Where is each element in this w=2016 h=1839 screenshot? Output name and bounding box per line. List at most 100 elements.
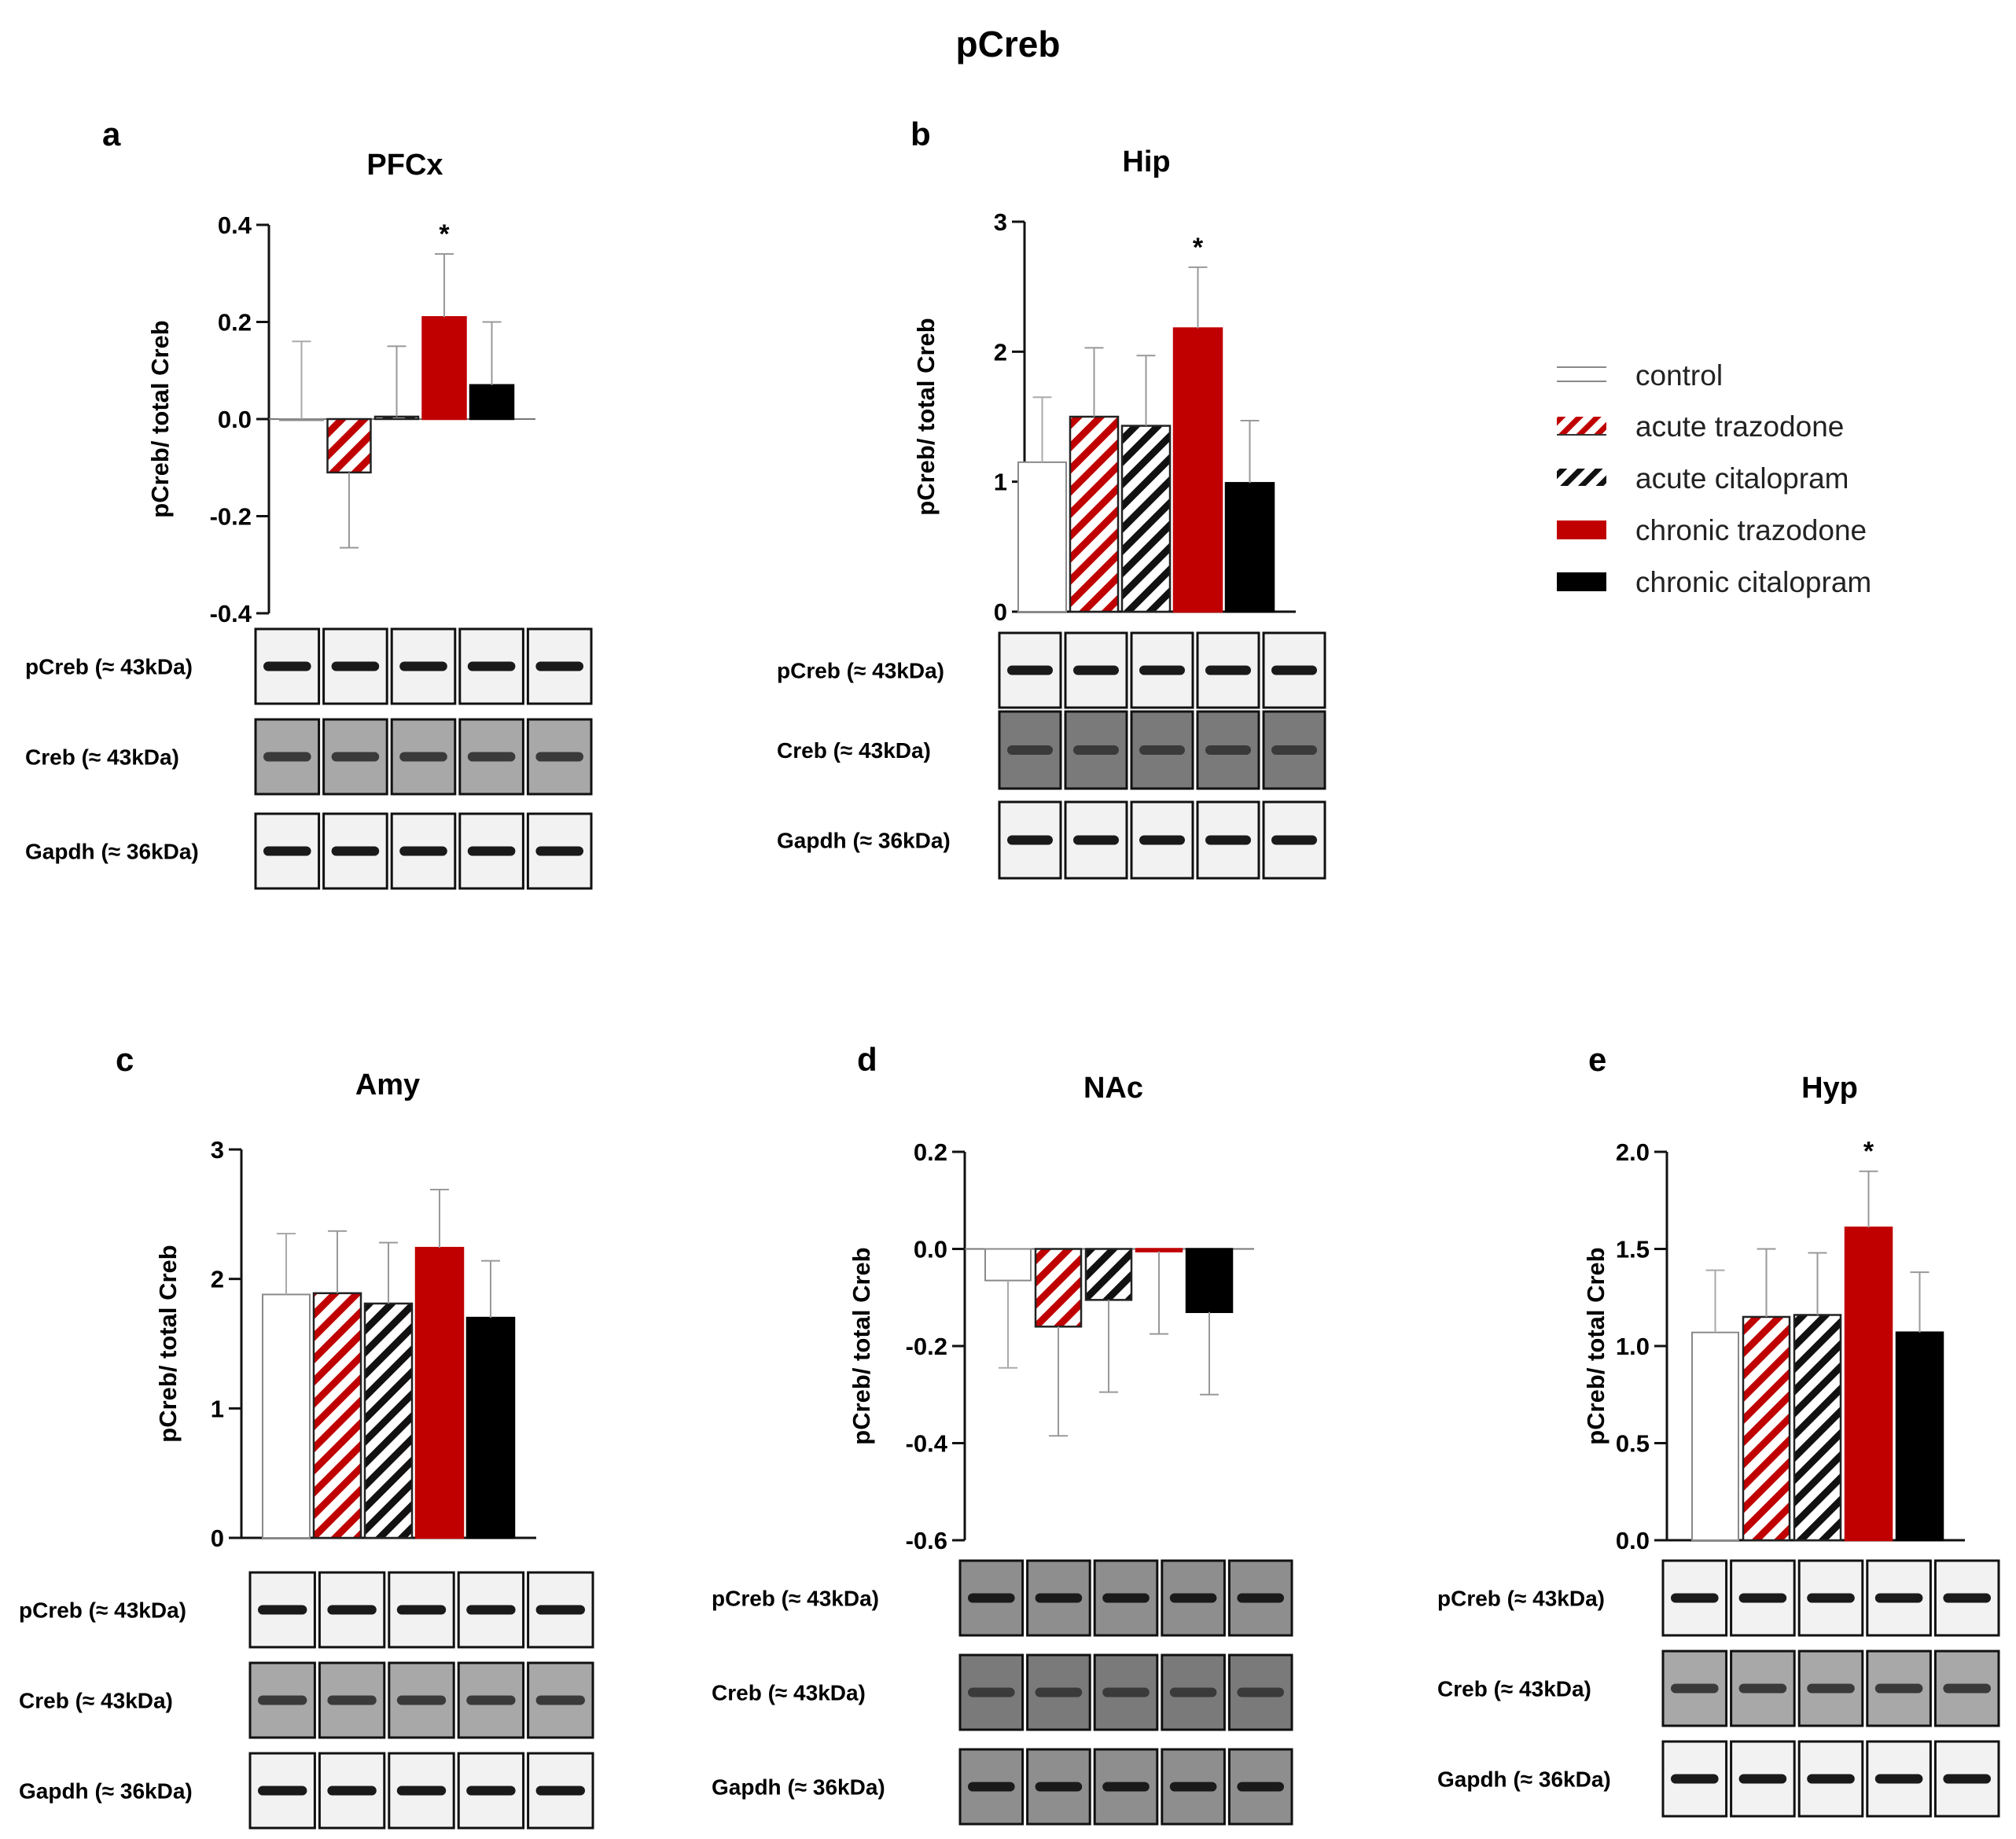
bar-control: [1691, 1331, 1739, 1541]
bar-acute-citalopram: [363, 1302, 414, 1539]
bar-chronic-citalopram: [469, 384, 515, 421]
blot-band: [1073, 835, 1119, 845]
blot-band: [535, 752, 583, 762]
blot-band: [399, 752, 447, 762]
y-tick-label: 1: [211, 1395, 224, 1422]
bar-chronic-trazodone: [1135, 1248, 1183, 1252]
blot-row: Creb (≈ 43kDa): [712, 1653, 1293, 1731]
bar-acute-citalopram: [1084, 1248, 1133, 1301]
blot-row: pCreb (≈ 43kDa): [712, 1559, 1293, 1637]
bar-acute-trazodone: [1069, 415, 1120, 613]
blot-band: [1874, 1593, 1923, 1603]
blot-band: [535, 1786, 585, 1796]
blot-band: [1271, 745, 1317, 755]
blot-label: Gapdh (≈ 36kDa): [777, 829, 951, 853]
panel-e: e Hyp 2.0 1.5 1.0 0.5 0.0 pCreb/ total Creb * pCr…: [1437, 1041, 2000, 1818]
y-axis-label: pCreb/ total Creb: [912, 318, 940, 515]
panel-c: c Amy 3 2 1 0 pCreb/ total Creb pCreb (≈ 43kDa)…: [19, 1041, 594, 1830]
bar-acute-citalopram: [1793, 1314, 1842, 1542]
legend-item-control: control: [1557, 359, 1723, 392]
y-tick-label: 1.5: [1616, 1236, 1650, 1263]
blot-band: [1237, 1782, 1284, 1792]
legend-swatch-acute-trazodone: [1557, 417, 1606, 434]
bar-chronic-trazodone: [1844, 1227, 1893, 1542]
legend-label-chronic-trazodone: chronic trazodone: [1635, 514, 1867, 546]
blot-band: [535, 1695, 585, 1705]
y-axis-label: pCreb/ total Creb: [848, 1247, 875, 1444]
blot-band: [1073, 665, 1119, 675]
legend-label-chronic-citalopram: chronic citalopram: [1635, 566, 1871, 598]
significance-mark: *: [1863, 1137, 1874, 1167]
y-tick-label: -0.2: [906, 1333, 947, 1360]
legend: control acute trazodone acute citalopram…: [1557, 359, 1871, 598]
bar-control: [279, 418, 324, 421]
bar-acute-trazodone: [1034, 1248, 1083, 1328]
bar-control: [262, 1293, 311, 1539]
blot-band: [1671, 1774, 1719, 1784]
bar-acute-trazodone: [312, 1292, 362, 1539]
y-tick-label: 0.0: [218, 406, 252, 433]
blot-row: Creb (≈ 43kDa): [25, 718, 593, 796]
panel-title: Amy: [355, 1068, 420, 1102]
blot-band: [396, 1605, 447, 1615]
blot-band: [1205, 745, 1251, 755]
blot-band: [1205, 835, 1251, 845]
legend-swatch-chronic-trazodone: [1557, 520, 1606, 539]
y-tick-label: 0.2: [914, 1138, 947, 1166]
blot-band: [258, 1605, 307, 1615]
blot-band: [1738, 1774, 1787, 1784]
y-tick-label: 0.4: [218, 211, 252, 239]
blot-band: [1169, 1782, 1217, 1792]
blot-band: [1169, 1593, 1217, 1603]
bar-acute-trazodone: [326, 417, 372, 474]
blot-band: [535, 1605, 585, 1615]
blot-label: Creb (≈ 43kDa): [19, 1689, 173, 1713]
blot-band: [263, 661, 311, 671]
bar-chronic-citalopram: [465, 1316, 516, 1539]
blot-band: [1237, 1687, 1284, 1697]
blot-band: [1007, 745, 1053, 755]
y-axis-label: pCreb/ total Creb: [1582, 1247, 1609, 1444]
blot-band: [327, 1786, 377, 1796]
bar-chronic-trazodone: [421, 316, 467, 421]
legend-item-chronic-citalopram: chronic citalopram: [1557, 566, 1871, 598]
y-axis-label: pCreb/ total Creb: [146, 320, 174, 517]
y-tick-label: 3: [994, 208, 1007, 236]
legend-label-acute-trazodone: acute trazodone: [1635, 410, 1844, 443]
panel-letter: d: [857, 1041, 877, 1078]
panel-a: a PFCx 0.4 0.2 0.0 -0.2 -0.4 pCreb/ total Creb *…: [25, 116, 593, 890]
blot-band: [535, 846, 583, 856]
blot-band: [968, 1593, 1015, 1603]
figure-title: pCreb: [956, 24, 1061, 64]
blot-band: [1102, 1687, 1150, 1697]
blot-band: [466, 1605, 516, 1615]
blot-row: Gapdh (≈ 36kDa): [19, 1752, 594, 1830]
blot-band: [1139, 745, 1185, 755]
blot-band: [1139, 835, 1185, 845]
y-tick-label: 0.0: [1616, 1527, 1650, 1554]
blot-label: Gapdh (≈ 36kDa): [19, 1779, 193, 1804]
blot-label: pCreb (≈ 43kDa): [19, 1598, 186, 1623]
blot-band: [1205, 665, 1251, 675]
blot-band: [467, 661, 516, 671]
blot-label: pCreb (≈ 43kDa): [777, 659, 944, 683]
y-axis-label: pCreb/ total Creb: [154, 1245, 182, 1442]
significance-mark: *: [1193, 233, 1204, 263]
blot-row: Gapdh (≈ 36kDa): [712, 1748, 1293, 1826]
bar-chronic-citalopram: [1185, 1248, 1234, 1314]
bar-acute-citalopram: [373, 415, 420, 421]
y-tick-label: 0.0: [914, 1236, 947, 1263]
blot-band: [1943, 1593, 1991, 1603]
y-tick-label: -0.4: [210, 600, 252, 627]
blot-band: [1237, 1593, 1284, 1603]
blot-band: [331, 752, 380, 762]
blot-label: Creb (≈ 43kDa): [712, 1681, 866, 1705]
blot-label: Gapdh (≈ 36kDa): [1437, 1767, 1611, 1792]
blot-band: [1738, 1683, 1787, 1694]
blot-band: [258, 1786, 307, 1796]
blot-band: [1035, 1687, 1083, 1697]
blot-band: [1139, 665, 1185, 675]
blot-band: [1271, 835, 1317, 845]
blot-label: Creb (≈ 43kDa): [1437, 1677, 1591, 1701]
